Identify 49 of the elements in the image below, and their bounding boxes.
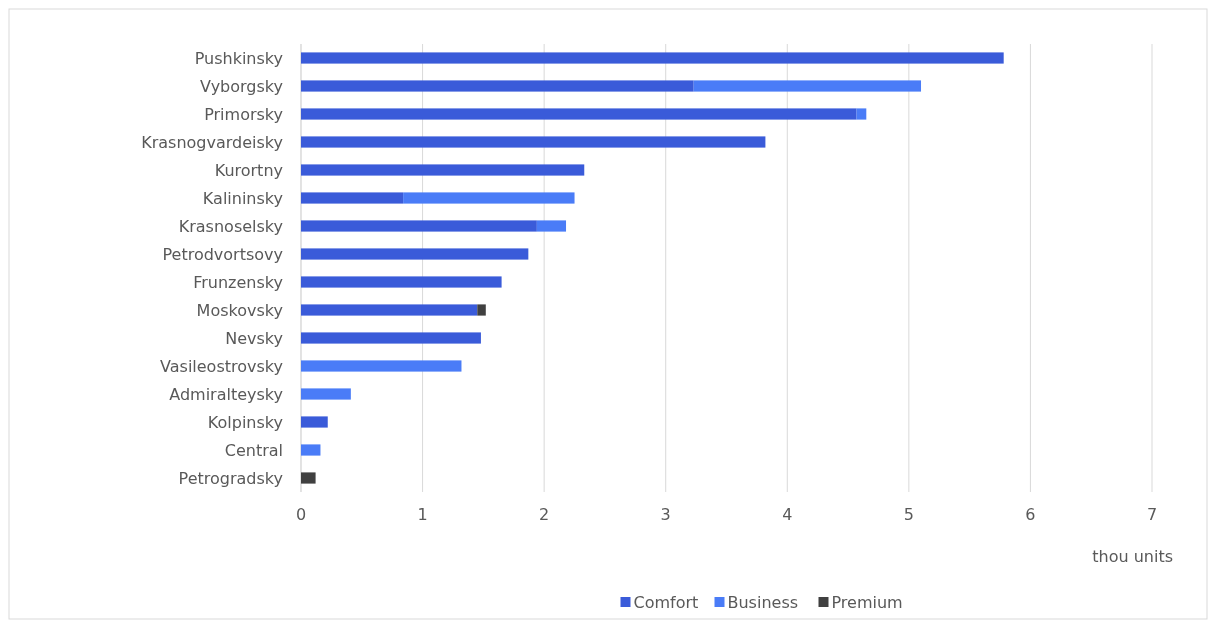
- bar: [301, 388, 351, 400]
- y-tick-label: Primorsky: [204, 104, 283, 124]
- y-tick-label: Frunzensky: [193, 272, 283, 292]
- x-tick-label: 4: [782, 505, 793, 524]
- y-tick-label: Vasileostrovsky: [160, 356, 283, 376]
- y-tick-label: Central: [224, 440, 283, 460]
- x-tick-label: 2: [539, 505, 550, 524]
- bar: [301, 220, 537, 232]
- bar: [536, 220, 567, 232]
- y-tick-label: Kalininsky: [202, 188, 283, 208]
- bar: [477, 304, 486, 316]
- y-tick-label: Krasnoselsky: [178, 216, 283, 236]
- x-tick-label: 3: [660, 505, 671, 524]
- x-tick-label: 1: [417, 505, 428, 524]
- bar: [301, 360, 462, 372]
- bar: [856, 108, 867, 120]
- y-tick-label: Nevsky: [225, 328, 283, 348]
- bar: [693, 80, 922, 92]
- bar: [301, 52, 1004, 64]
- bar: [301, 108, 857, 120]
- bar: [301, 80, 694, 92]
- y-tick-label: Kolpinsky: [207, 412, 283, 432]
- x-tick-label: 5: [903, 505, 914, 524]
- y-tick-label: Krasnogvardeisky: [141, 132, 283, 152]
- y-tick-label: Moskovsky: [196, 300, 283, 320]
- bar: [301, 164, 585, 176]
- y-tick-label: Pushkinsky: [194, 48, 283, 68]
- y-tick-label: Petrogradsky: [178, 468, 283, 488]
- x-tick-label: 6: [1025, 505, 1036, 524]
- bar: [403, 192, 575, 204]
- y-tick-label: Admiralteysky: [169, 384, 283, 404]
- legend-label: Comfort: [633, 593, 699, 612]
- y-tick-label: Petrodvortsovy: [162, 244, 283, 264]
- y-tick-label: Vyborgsky: [200, 76, 283, 96]
- x-axis-title: thou units: [1092, 547, 1173, 566]
- y-tick-label: Kurortny: [214, 160, 283, 180]
- x-tick-label: 7: [1146, 505, 1158, 524]
- bar: [301, 332, 481, 344]
- bar: [301, 192, 404, 204]
- bar: [301, 472, 316, 484]
- bar: [301, 136, 766, 148]
- bar: [301, 444, 321, 456]
- x-tick-label: 0: [295, 505, 307, 524]
- bar: [301, 304, 478, 316]
- bar: [301, 416, 328, 428]
- legend-label: Business: [727, 593, 799, 612]
- legend-label: Premium: [831, 593, 903, 612]
- bar: [301, 276, 502, 288]
- bar: [301, 248, 529, 260]
